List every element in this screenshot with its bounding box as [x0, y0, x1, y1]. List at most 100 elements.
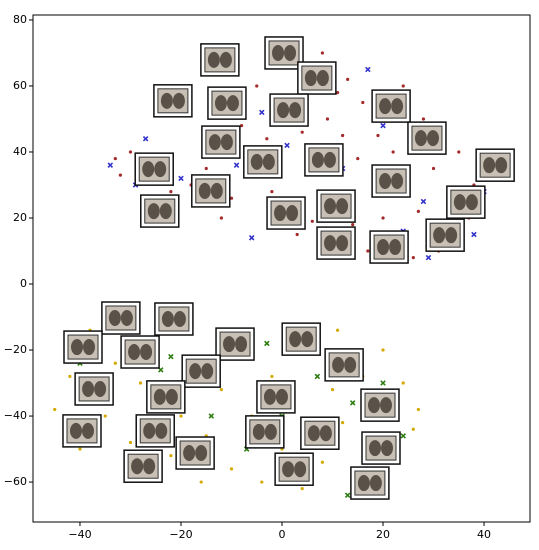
- lung: [214, 95, 227, 112]
- cross-point: [471, 231, 477, 238]
- thumbnail: [175, 436, 215, 470]
- point: [356, 156, 360, 161]
- point: [416, 209, 420, 213]
- y-tick-label: 40: [13, 145, 27, 158]
- cross-point: [380, 122, 386, 129]
- lung: [264, 423, 277, 440]
- thumbnail: [140, 194, 180, 228]
- point: [270, 189, 274, 194]
- lung: [81, 422, 94, 439]
- thumbnail: [201, 125, 241, 159]
- lung: [379, 173, 392, 190]
- lung: [220, 134, 233, 151]
- lung: [433, 227, 446, 244]
- point: [204, 166, 208, 171]
- thumbnail: [245, 415, 285, 449]
- lung: [495, 157, 508, 174]
- thumbnail: [120, 335, 160, 369]
- point: [411, 427, 415, 431]
- thumbnail: [215, 327, 255, 361]
- point: [68, 374, 72, 379]
- lung: [344, 356, 357, 373]
- lung: [389, 239, 402, 256]
- point: [335, 90, 340, 95]
- point: [103, 414, 107, 418]
- lung: [391, 173, 404, 190]
- lung: [289, 102, 302, 119]
- lung: [311, 151, 324, 168]
- point: [199, 480, 203, 484]
- point: [411, 256, 415, 260]
- lung: [207, 51, 220, 68]
- point: [295, 232, 299, 237]
- point: [255, 84, 259, 88]
- lung: [250, 153, 263, 170]
- lung: [369, 475, 382, 492]
- lung: [263, 388, 276, 405]
- lung: [277, 102, 290, 119]
- point: [341, 421, 345, 425]
- point: [320, 460, 325, 464]
- thumbnail: [146, 380, 186, 414]
- lung: [153, 388, 166, 405]
- lung: [159, 203, 172, 220]
- point: [351, 222, 355, 227]
- thumbnail: [191, 174, 231, 208]
- cross-point: [142, 136, 149, 142]
- lung: [210, 182, 223, 199]
- point: [391, 150, 395, 154]
- lung: [94, 380, 107, 397]
- lung: [369, 440, 382, 457]
- thumbnail: [371, 89, 411, 123]
- point: [53, 407, 57, 412]
- point: [128, 440, 133, 445]
- lung: [414, 130, 427, 147]
- thumbnail: [181, 354, 221, 388]
- cross-point: [284, 142, 290, 149]
- lung: [286, 205, 299, 222]
- thumbnail: [200, 43, 240, 77]
- point: [381, 348, 385, 352]
- cross-point: [259, 109, 265, 116]
- cross-point: [425, 254, 432, 261]
- lung: [379, 98, 392, 115]
- point: [300, 487, 304, 491]
- point: [325, 117, 330, 121]
- point: [310, 219, 314, 223]
- lung: [301, 331, 314, 348]
- cross-point: [107, 162, 114, 168]
- thumbnail: [269, 93, 309, 127]
- lung: [160, 92, 173, 109]
- point: [265, 137, 269, 141]
- y-tick-label: 20: [13, 211, 27, 224]
- cross-point: [400, 433, 406, 439]
- point: [431, 166, 436, 171]
- x-tick-label: −40: [68, 528, 91, 541]
- lung: [336, 235, 349, 252]
- lung: [143, 458, 156, 475]
- y-tick-label: 60: [13, 79, 27, 92]
- lung: [483, 157, 496, 174]
- lung: [208, 134, 221, 151]
- lung: [367, 397, 380, 414]
- lung: [381, 440, 394, 457]
- point: [219, 216, 223, 220]
- thumbnail: [281, 322, 321, 356]
- thumbnail: [475, 148, 515, 182]
- thumbnail: [207, 86, 247, 120]
- lung: [304, 70, 317, 87]
- thumbnail: [350, 466, 390, 500]
- lung: [272, 44, 285, 61]
- point: [78, 447, 82, 451]
- lung: [172, 92, 185, 109]
- lung: [128, 344, 141, 361]
- thumbnail: [300, 416, 340, 450]
- point: [229, 467, 234, 471]
- lung: [201, 363, 214, 380]
- lung: [154, 161, 167, 178]
- point: [457, 150, 461, 154]
- thumbnail: [101, 301, 141, 335]
- lung: [147, 203, 160, 220]
- lung: [377, 239, 390, 256]
